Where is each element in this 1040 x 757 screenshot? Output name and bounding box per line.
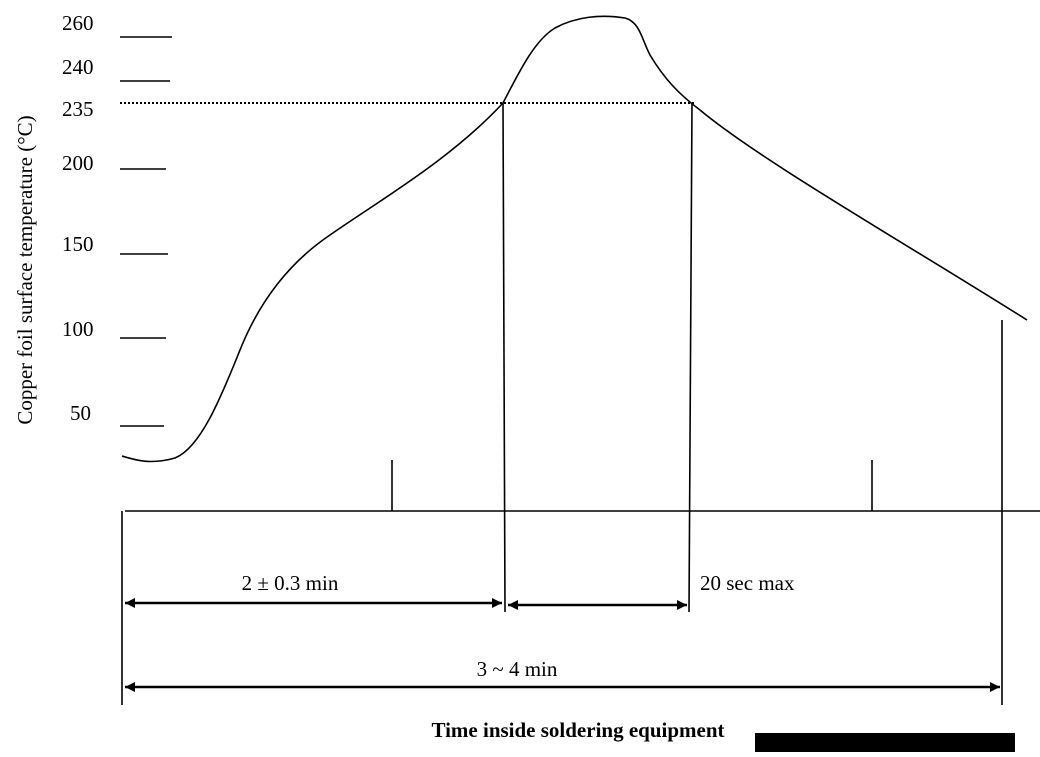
tick-label: 200 xyxy=(62,151,94,175)
interval-label: 3 ~ 4 min xyxy=(477,657,558,681)
x-axis-label: Time inside soldering equipment xyxy=(431,718,724,742)
reference-line xyxy=(502,102,506,613)
tick-label: 240 xyxy=(62,55,94,79)
tick-label: 150 xyxy=(62,232,94,256)
interval-label: 20 sec max xyxy=(700,571,795,595)
tick-label: 100 xyxy=(62,317,94,341)
tick-label: 50 xyxy=(70,401,91,425)
redaction-box xyxy=(755,733,1015,752)
interval-label: 2 ± 0.3 min xyxy=(242,571,339,595)
tick-label: 260 xyxy=(62,11,94,35)
temperature-curve xyxy=(121,15,1028,463)
reference-line xyxy=(688,102,693,613)
tick-label: 235 xyxy=(62,97,94,121)
y-ticks: 260 240 235 200 150 100 50 xyxy=(62,11,695,427)
y-axis-label: Copper foil surface temperature (°C) xyxy=(13,115,37,424)
